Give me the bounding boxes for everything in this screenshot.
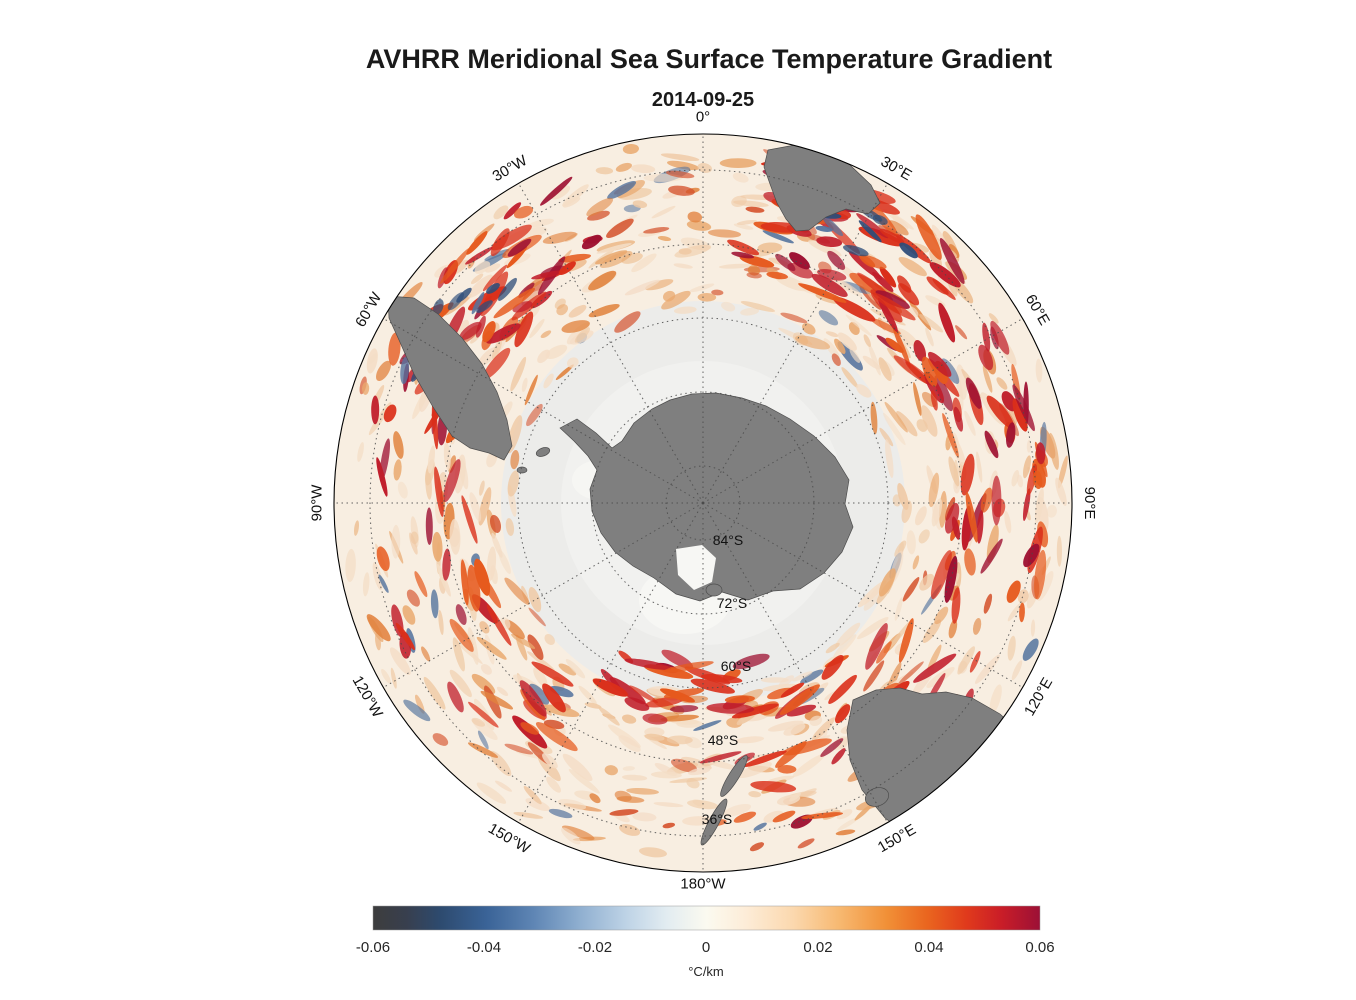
land-tasmania — [864, 787, 890, 807]
island — [705, 583, 723, 597]
parallel-label: 72°S — [717, 595, 748, 611]
polar-map: 0° 30°E 60°E 90°E 120°E 150°E 180°W 150°… — [308, 108, 1098, 892]
colorbar-tick: 0.04 — [914, 939, 943, 956]
meridian-label: 60°E — [1022, 291, 1053, 328]
land-south-america — [387, 295, 513, 461]
graticule — [334, 134, 1072, 872]
colorbar-ticks: -0.06 -0.04 -0.02 0 0.02 0.04 0.06 — [356, 939, 1055, 956]
meridian-label: 0° — [696, 108, 710, 125]
parallel-label: 48°S — [708, 732, 739, 748]
parallel-labels: 84°S 72°S 60°S 48°S 36°S — [702, 532, 752, 827]
colorbar-gradient — [372, 905, 1041, 931]
meridian-label: 90°W — [308, 484, 325, 522]
colorbar-tick: 0.02 — [803, 939, 832, 956]
land-antarctica — [559, 392, 854, 602]
island — [535, 447, 551, 457]
land-new-zealand-south — [700, 798, 728, 846]
parallel-label: 84°S — [713, 532, 744, 548]
ross-ice-shelf — [676, 545, 716, 590]
figure-date: 2014-09-25 — [652, 89, 754, 111]
meridian-label: 30°E — [878, 153, 915, 184]
colorbar-tick: -0.04 — [467, 939, 501, 956]
colorbar-tick: -0.02 — [578, 939, 612, 956]
parallel-label: 60°S — [721, 658, 752, 674]
land-new-zealand-north — [720, 755, 748, 797]
island — [516, 466, 528, 474]
meridian-label: 180°W — [680, 875, 726, 892]
colorbar-unit-label: °C/km — [688, 964, 724, 979]
figure-title: AVHRR Meridional Sea Surface Temperature… — [366, 44, 1052, 74]
meridian-label: 90°E — [1081, 487, 1098, 520]
colorbar-tick: 0.06 — [1025, 939, 1054, 956]
parallel-label: 36°S — [702, 811, 733, 827]
map-boundary — [333, 133, 1073, 873]
colorbar-tick: 0 — [702, 939, 710, 956]
land-australia — [846, 687, 1055, 863]
colorbar-tick: -0.06 — [356, 939, 390, 956]
colorbar: -0.06 -0.04 -0.02 0 0.02 0.04 0.06 °C/km — [356, 905, 1055, 979]
